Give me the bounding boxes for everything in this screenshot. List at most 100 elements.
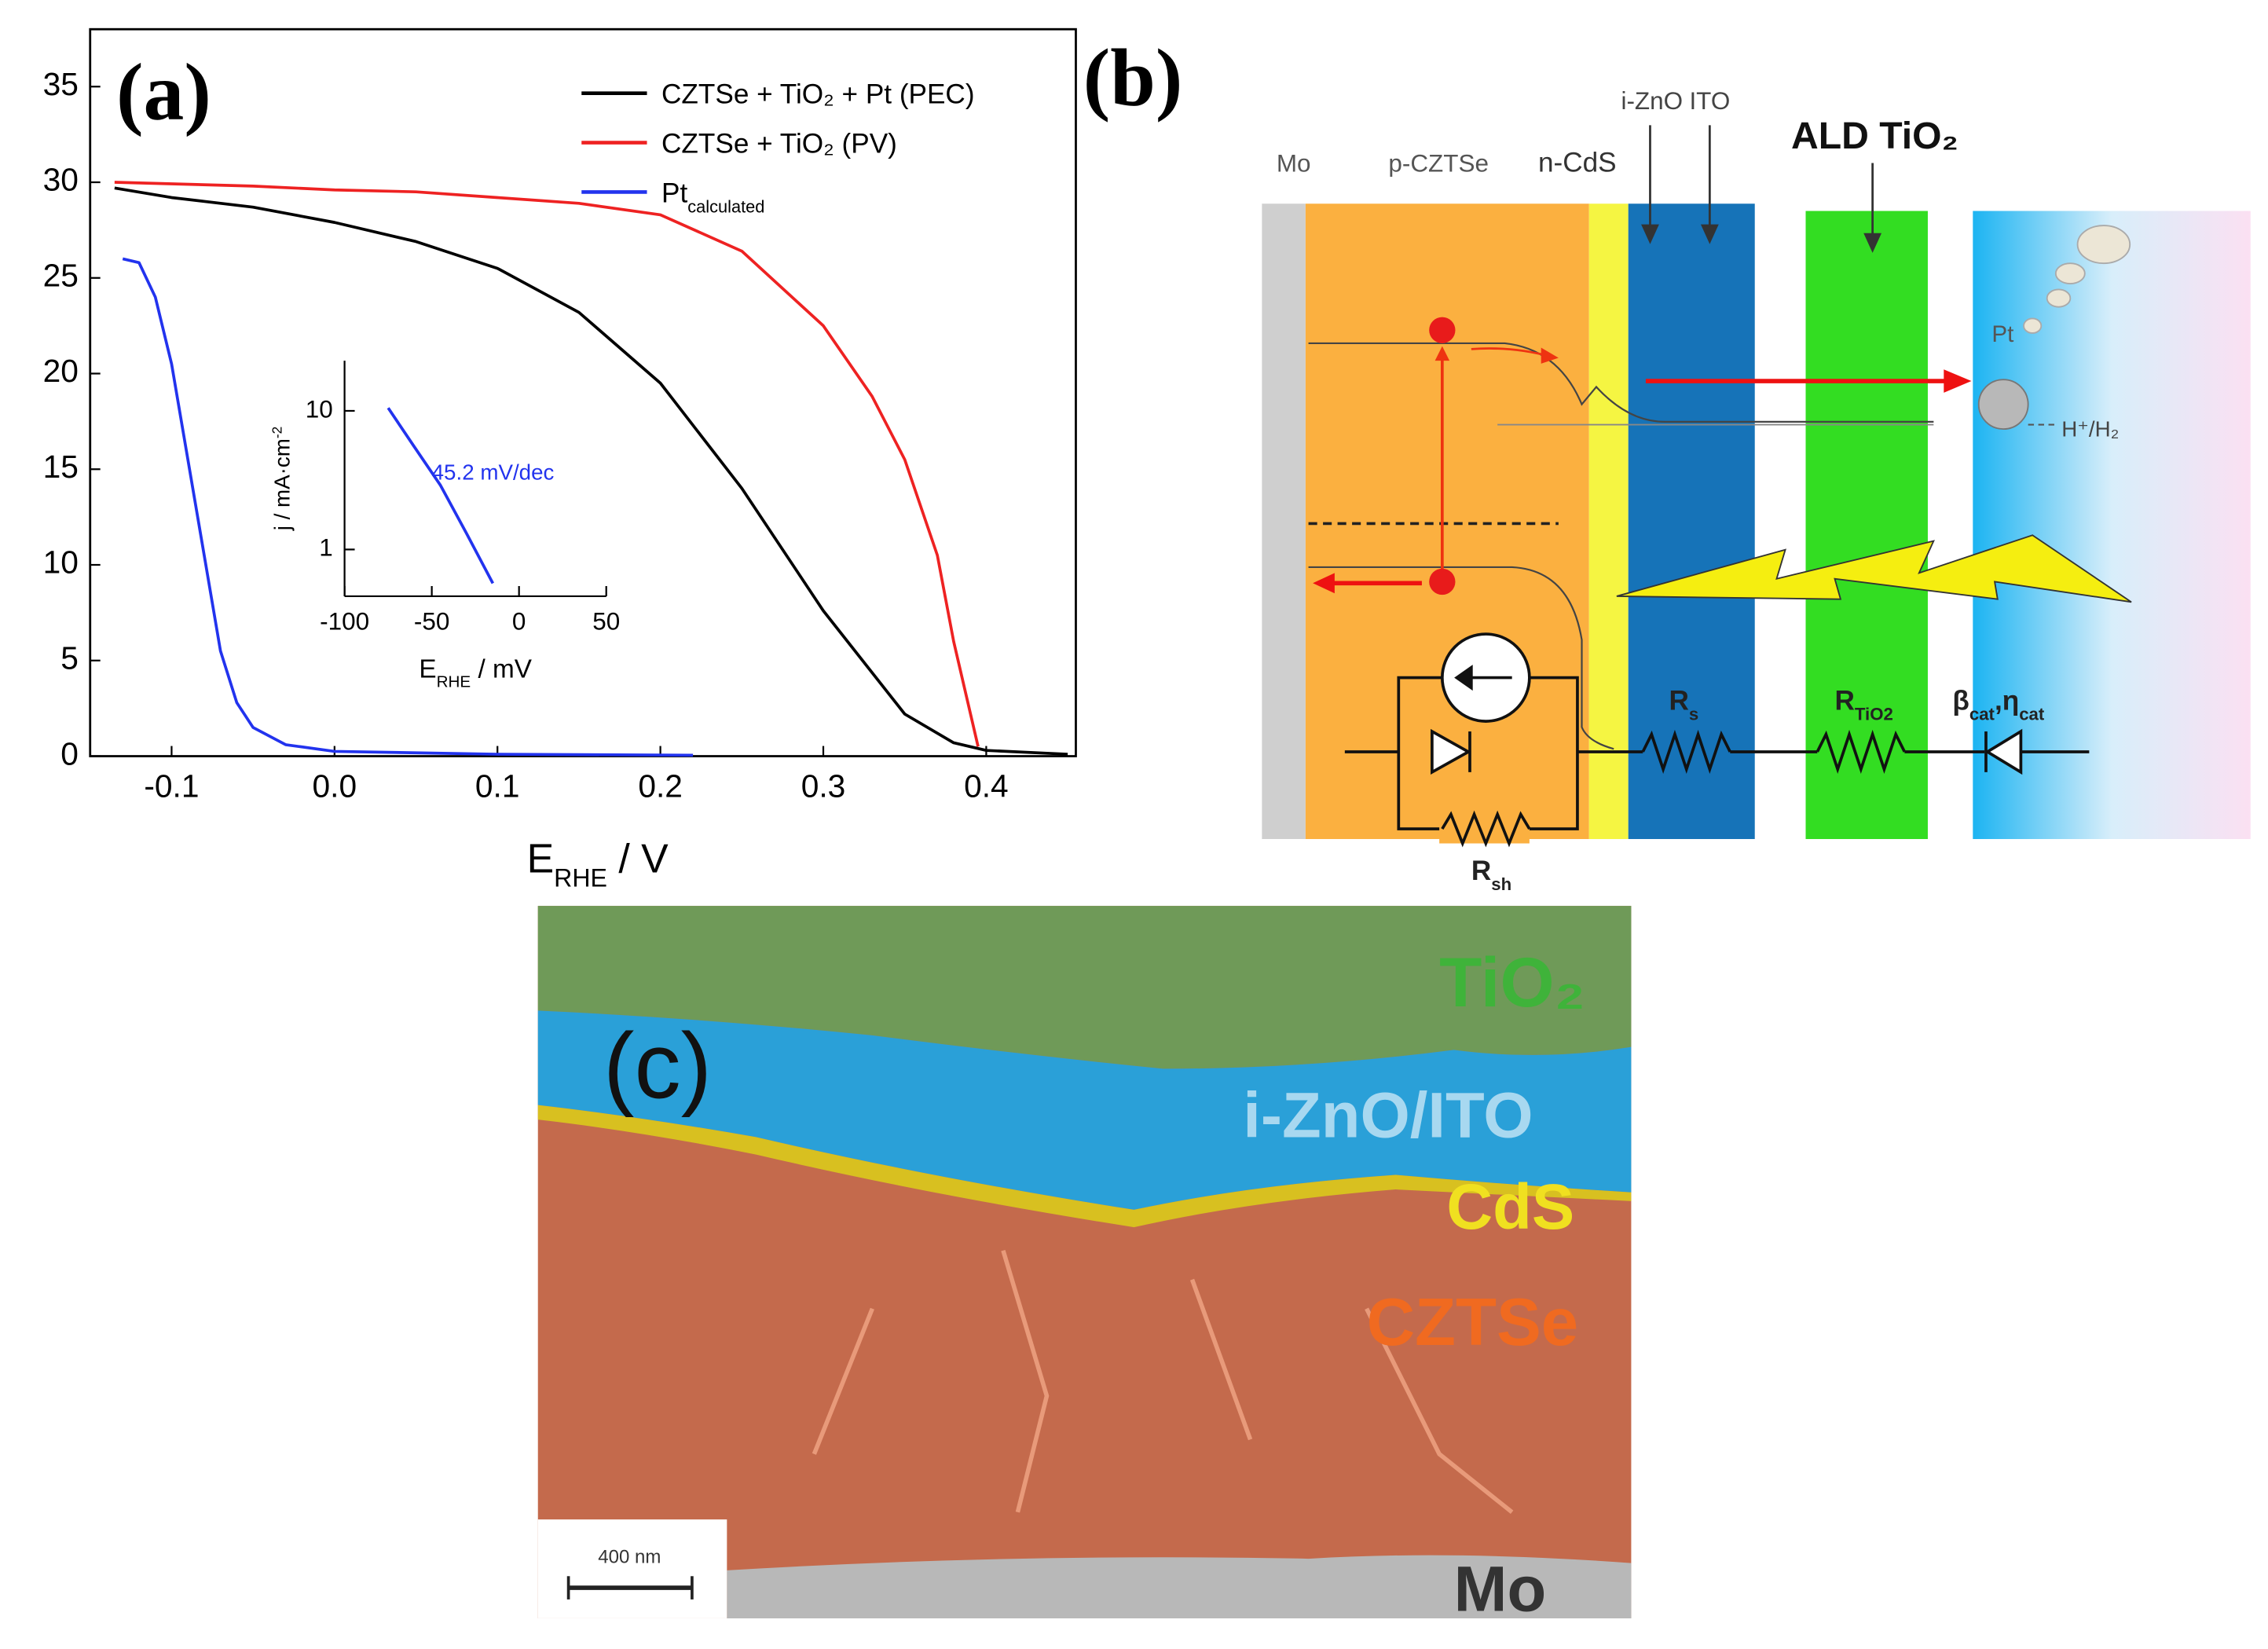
element-label-part: cat [2019, 704, 2045, 724]
carriers [1313, 317, 1972, 595]
x-tick-label: -0.1 [144, 768, 199, 804]
diagram: (b) Mo p-CZTSe n-CdS i-ZnO ITO ALD TiO₂ [1083, 33, 2251, 893]
absorber-layer [1305, 203, 1589, 840]
x-axis-label-part: / V [607, 836, 669, 881]
x-tick-label: 0.4 [964, 768, 1009, 804]
panel-label: (c) [603, 1014, 712, 1118]
circuit [1344, 632, 2090, 848]
buffer-layer [1588, 203, 1629, 840]
x-tick-label: 0 [512, 608, 526, 636]
grain-boundaries [812, 1249, 1514, 1515]
element-label-part: R [1835, 685, 1855, 716]
layer-label: n-CdS [1538, 148, 1617, 178]
x-tick-label: 0.3 [801, 768, 846, 804]
light [1616, 534, 2132, 603]
legend-label-part: Pt [661, 178, 687, 208]
element-label-part: β [1952, 685, 1969, 716]
band-diagram [1308, 342, 2057, 750]
scale-box [537, 1519, 727, 1618]
tio2-layer [1805, 211, 1928, 840]
arrowhead [1541, 347, 1559, 364]
tio2-layer [537, 906, 1632, 1069]
layer-label: CZTSe [1367, 1285, 1579, 1360]
element-label: Rsh [1471, 856, 1511, 894]
data-line [387, 407, 495, 584]
electron [1429, 317, 1456, 343]
data-line [114, 181, 980, 747]
circuit-labels: Rs RTiO2 βcat,ηcat Rsh [1471, 685, 2045, 893]
x-tick-label: 0.1 [475, 768, 520, 804]
layer-label: TiO₂ [1439, 944, 1585, 1021]
x-tick-label: -100 [320, 608, 369, 636]
legend-label: CZTSe + TiO₂ + Pt (PEC) [661, 79, 975, 110]
panel-label: (a) [116, 48, 211, 137]
element-label-part: ,η [1995, 685, 2019, 716]
layer-label: Mo [1454, 1554, 1547, 1625]
y-tick-label: 25 [43, 258, 79, 294]
chart: -100 -50 0 50 1 10 45.2 mV/dec [306, 361, 620, 636]
element-label-part: R [1669, 685, 1689, 716]
y-tick-label: 10 [43, 544, 79, 581]
legend-label: Ptcalculated [661, 178, 764, 215]
data-line [114, 186, 1068, 756]
arrowhead [1454, 665, 1473, 691]
y-tick-label: 20 [43, 353, 79, 389]
element-label: Rs [1669, 685, 1699, 724]
scale-label: 400 nm [598, 1547, 661, 1568]
hole [1429, 568, 1456, 595]
legend-label-part: CZTSe + TiO₂ (PV) [661, 129, 897, 159]
layer-label: Mo [1277, 150, 1311, 178]
x-axis-label-part: RHE [437, 672, 471, 691]
pt-particle [1977, 379, 2029, 431]
valence-band [1308, 566, 1614, 750]
x-tick-label: 0.0 [313, 768, 357, 804]
layer-label: ALD TiO₂ [1791, 115, 1958, 157]
layer-label: p-CZTSe [1388, 150, 1489, 178]
cds-layer [537, 1105, 1632, 1228]
x-axis-label-part: RHE [554, 864, 607, 892]
annotation: 45.2 mV/dec [432, 460, 555, 484]
y-tick-label: 5 [60, 640, 79, 676]
element-label-part: sh [1491, 874, 1511, 893]
x-axis-label-part: E [419, 655, 436, 684]
x-axis-label-part: E [527, 836, 555, 881]
mo-layer [727, 1555, 1632, 1618]
redox-label: H⁺/H₂ [2061, 416, 2119, 441]
x-tick-label: 50 [592, 608, 620, 636]
layer-label: i-ZnO [1621, 87, 1683, 115]
tco-layer [1628, 203, 1755, 840]
pointer-arrows [1641, 125, 1882, 253]
panel-label: (b) [1083, 33, 1183, 123]
x-axis-label-part: / mV [471, 655, 532, 684]
x-tick-label: -50 [414, 608, 449, 636]
catalyst-label: Pt [1991, 321, 2014, 347]
element-label-part: s [1689, 704, 1698, 724]
resistor [1815, 729, 1906, 775]
layer-label: i-ZnO/ITO [1243, 1079, 1533, 1151]
bubble [2054, 262, 2086, 284]
x-axis-label: ERHE / mV [419, 655, 532, 691]
arrowhead [1863, 233, 1882, 253]
y-tick-label: 0 [60, 735, 79, 771]
arrowhead [1641, 224, 1659, 244]
x-tick-label: 0.2 [638, 768, 683, 804]
arrowhead [1313, 573, 1335, 594]
x-axis-label: ERHE / V [527, 836, 669, 892]
bubble [2046, 288, 2072, 308]
element-label: RTiO2 [1835, 685, 1893, 724]
data-line [122, 257, 694, 757]
arrowhead [1700, 224, 1719, 244]
arrowhead [1434, 346, 1450, 361]
conduction-band [1308, 342, 1934, 423]
arrowhead [1944, 369, 1972, 393]
bubble [2023, 317, 2043, 334]
resistor [1641, 729, 1731, 775]
y-tick-label: 30 [43, 162, 79, 198]
y-axis-label-part: j / mA·cm [269, 438, 294, 531]
micrograph: 400 nm (c) TiO₂ i-ZnO/ITO CdS CZTSe Mo [537, 906, 1632, 1625]
y-tick-label: 1 [319, 534, 332, 562]
y-tick-label: 15 [43, 449, 79, 485]
